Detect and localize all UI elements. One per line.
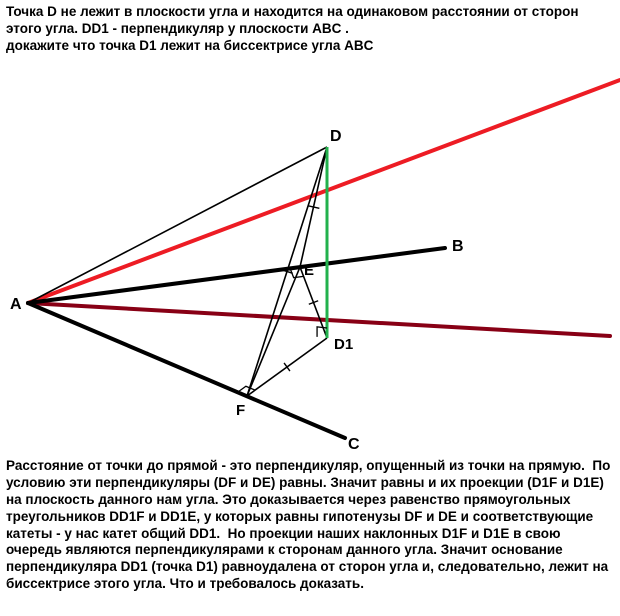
label-A: A bbox=[10, 296, 22, 314]
proof-text: Расстояние от точки до прямой - это перп… bbox=[6, 458, 616, 593]
label-B: B bbox=[452, 238, 464, 256]
label-F: F bbox=[236, 402, 245, 419]
label-D: D bbox=[330, 128, 342, 146]
label-E: E bbox=[304, 262, 314, 279]
label-D1: D1 bbox=[334, 336, 353, 353]
label-C: C bbox=[348, 436, 360, 454]
